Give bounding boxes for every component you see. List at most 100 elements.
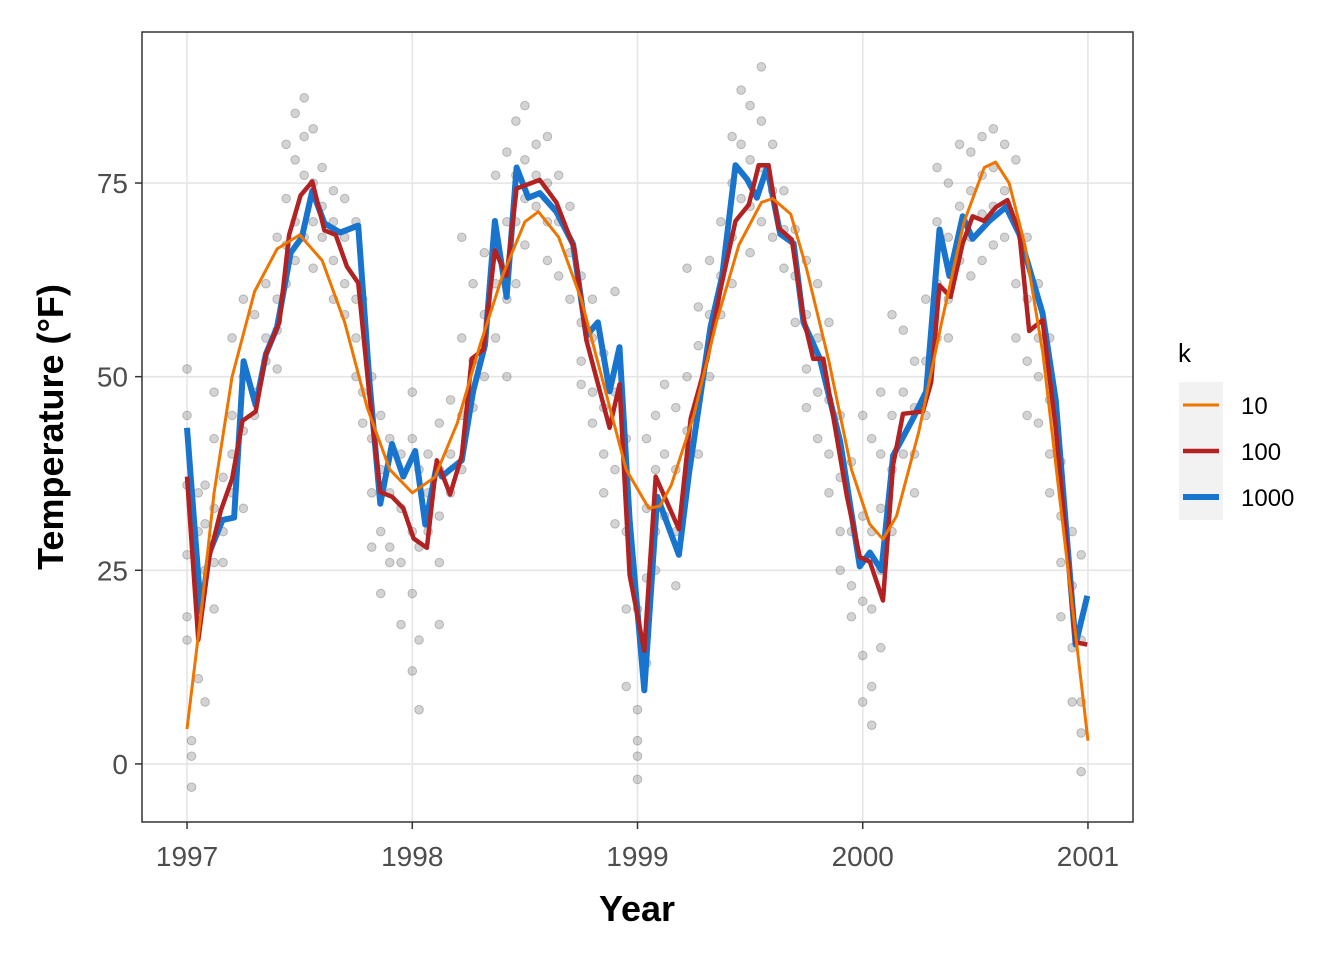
scatter-point [553, 271, 564, 281]
scatter-point [932, 162, 942, 173]
scatter-point [632, 774, 643, 785]
scatter-point [659, 449, 670, 459]
scatter-point [1011, 278, 1021, 289]
scatter-point [182, 410, 192, 421]
scatter-point [308, 263, 318, 274]
scatter-point [866, 720, 877, 730]
series-line-k-100 [184, 162, 1088, 654]
scatter-point [357, 418, 368, 428]
x-tick-label: 2000 [832, 841, 894, 872]
scatter-point [209, 433, 219, 444]
scatter-point [632, 735, 643, 746]
scatter-point [445, 395, 456, 405]
scatter-point [227, 410, 237, 421]
scatter-point [576, 356, 586, 366]
scatter-point [835, 526, 846, 537]
scatter-point [457, 232, 467, 243]
scatter-point [218, 472, 228, 483]
x-tick-label: 1999 [606, 841, 668, 872]
scatter-point [857, 410, 868, 421]
series-line-k-10 [185, 160, 1090, 741]
scatter-point [490, 170, 501, 181]
scatter-point [898, 325, 909, 335]
scatter-point [1022, 410, 1032, 421]
scatter-point [659, 379, 670, 390]
scatter-point [846, 580, 857, 591]
scatter-point [704, 255, 715, 266]
scatter-point [857, 697, 868, 707]
scatter-point [650, 464, 661, 475]
scatter-point [857, 650, 868, 661]
scatter-point [898, 449, 909, 459]
scatter-point [186, 782, 197, 792]
scatter-point [553, 170, 564, 181]
scatter-point [542, 255, 553, 266]
scatter-point [736, 139, 746, 150]
scatter-point [414, 635, 424, 645]
scatter-point [898, 387, 909, 397]
scatter-point [598, 449, 609, 459]
scatter-point [375, 410, 386, 421]
scatter-point [1044, 449, 1055, 459]
scatter-point [966, 271, 976, 281]
scatter-point [866, 604, 877, 614]
scatter-point [490, 333, 501, 343]
scatter-point [790, 317, 800, 328]
scatter-point [479, 247, 490, 258]
scatter-point [576, 379, 586, 390]
legend-label: 100 [1241, 439, 1281, 466]
scatter-point [1076, 728, 1086, 738]
scatter-point [650, 410, 661, 421]
smoothing-lines [184, 160, 1091, 741]
scatter-point [1033, 371, 1044, 382]
scatter-point [670, 580, 681, 591]
scatter-point [531, 139, 541, 150]
scatter-point [943, 333, 954, 343]
scatter-point [479, 371, 490, 382]
scatter-point [434, 557, 445, 568]
scatter-point [384, 542, 395, 552]
scatter-point [824, 317, 834, 328]
scatter-point [801, 402, 812, 413]
scatter-point [824, 449, 834, 459]
scatter-point [857, 596, 868, 607]
legend-label: 1000 [1241, 485, 1294, 512]
scatter-point [218, 557, 228, 568]
scatter-point [988, 240, 999, 250]
scatter-point [587, 294, 598, 305]
scatter-point [610, 519, 620, 529]
scatter-point [641, 433, 652, 444]
scatter-point [407, 433, 418, 444]
scatter-point [565, 201, 575, 212]
scatter-point [272, 232, 282, 243]
scatter-point [272, 364, 282, 374]
scatter-point [520, 240, 530, 250]
scatter-point [182, 635, 192, 645]
scatter-point [384, 557, 395, 568]
scatter-point [736, 193, 746, 204]
scatter-point [682, 371, 692, 382]
scatter-point [299, 131, 309, 142]
scatter-point [587, 418, 598, 428]
scatter-point [281, 139, 291, 150]
grid-lines [142, 32, 1133, 822]
scatter-point [396, 619, 406, 630]
scatter-point [812, 387, 823, 397]
scatter-point [943, 178, 954, 188]
scatter-point [1022, 356, 1032, 366]
scatter-point [1056, 611, 1066, 622]
scatter-point [1011, 333, 1021, 343]
scatter-point [502, 147, 512, 157]
scatter-point [520, 100, 530, 111]
scatter-point [632, 751, 643, 761]
x-axis-title: Year [599, 888, 675, 929]
scatter-point [682, 263, 692, 274]
scatter-point [779, 185, 789, 196]
scatter-point [434, 418, 445, 428]
scatter-point [875, 387, 886, 397]
scatter-point [693, 302, 704, 312]
scatter-point [1067, 697, 1077, 707]
scatter-point [328, 185, 339, 196]
scatter-point [182, 364, 192, 374]
scatter-point [186, 751, 197, 761]
